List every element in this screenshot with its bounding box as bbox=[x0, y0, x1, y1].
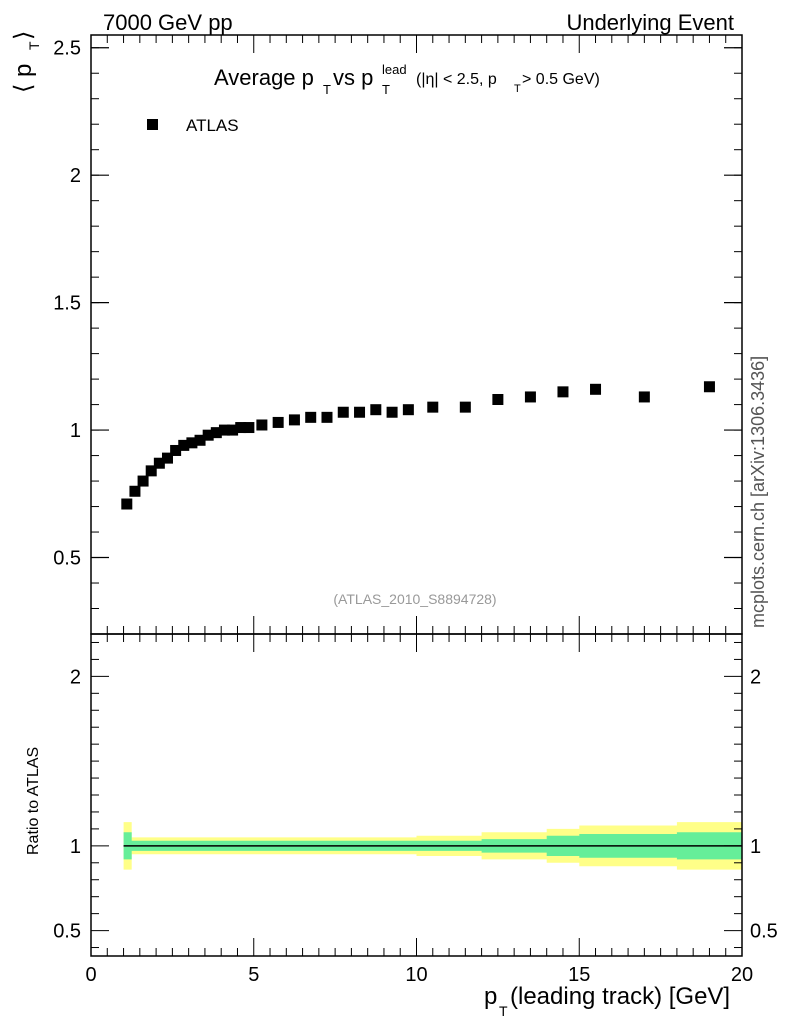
data-point bbox=[256, 419, 268, 431]
main-y-tick-label: 2.5 bbox=[53, 38, 81, 60]
data-point bbox=[137, 475, 149, 487]
ratio-y-tick-label-left: 2 bbox=[70, 666, 81, 688]
data-point bbox=[161, 452, 173, 464]
data-point bbox=[402, 404, 414, 416]
data-point bbox=[243, 422, 255, 434]
ratio-y-tick-label-left: 1 bbox=[70, 836, 81, 858]
data-point bbox=[235, 422, 247, 434]
x-tick-label: 15 bbox=[568, 964, 590, 986]
main-y-tick-label: 0.5 bbox=[53, 548, 81, 570]
data-point bbox=[337, 406, 349, 418]
data-point bbox=[202, 429, 214, 441]
data-point bbox=[194, 434, 206, 446]
data-point bbox=[186, 437, 198, 449]
data-point bbox=[427, 401, 439, 413]
x-tick-label: 10 bbox=[405, 964, 427, 986]
data-point bbox=[321, 411, 333, 423]
legend-label: ATLAS bbox=[186, 116, 239, 135]
title-main: Average p bbox=[214, 65, 314, 90]
title-sub1: T bbox=[323, 82, 331, 97]
data-point bbox=[218, 424, 230, 436]
ratio-y-tick-label-right: 1 bbox=[750, 836, 761, 858]
chart-title: Average p T vs p lead T (|η| < 2.5, p T … bbox=[214, 62, 600, 97]
x-tick-label: 20 bbox=[731, 964, 753, 986]
data-point bbox=[210, 427, 222, 439]
ratio-panel: 0.5 0.51 12 20 5 10 15 20 Ratio to ATLAS p T (l… bbox=[25, 633, 778, 1019]
ratio-axis-ticks: 0.5 0.51 12 20 5 10 15 20 bbox=[53, 634, 778, 986]
data-point bbox=[145, 465, 157, 477]
data-point bbox=[121, 498, 133, 510]
data-point bbox=[288, 414, 300, 426]
x-tick-label: 0 bbox=[85, 964, 96, 986]
y-axis-title-open: ⟨ p bbox=[10, 64, 37, 93]
ratio-panel-frame bbox=[90, 633, 743, 957]
x-axis-title: p T (leading track) [GeV] bbox=[484, 983, 730, 1019]
data-point bbox=[370, 404, 382, 416]
data-point bbox=[524, 391, 536, 403]
main-y-tick-label: 1.5 bbox=[53, 293, 81, 315]
main-axis-ticks: 0.5 1 1.5 2 2.5 bbox=[53, 35, 743, 634]
title-cut: (|η| < 2.5, p bbox=[416, 71, 497, 88]
ratio-y-axis-title: Ratio to ATLAS bbox=[25, 747, 42, 855]
data-point bbox=[272, 416, 284, 428]
y-axis-title-sub: T bbox=[26, 41, 42, 50]
data-point bbox=[170, 444, 182, 456]
x-axis-title-rest: (leading track) [GeV] bbox=[510, 983, 730, 1010]
legend-marker bbox=[147, 119, 158, 130]
data-point bbox=[638, 391, 650, 403]
main-y-tick-label: 2 bbox=[70, 165, 81, 187]
data-points bbox=[121, 381, 715, 510]
y-axis-title-close: ⟩ bbox=[10, 31, 37, 40]
data-point bbox=[492, 393, 504, 405]
legend: ATLAS bbox=[147, 116, 239, 135]
title-sub2: T bbox=[382, 82, 390, 97]
data-point bbox=[129, 485, 141, 497]
analysis-annotation: (ATLAS_2010_S8894728) bbox=[333, 591, 496, 607]
data-point bbox=[386, 406, 398, 418]
x-axis-title-sub: T bbox=[499, 1003, 508, 1019]
data-point bbox=[590, 383, 602, 395]
main-panel: 0.5 1 1.5 2 2.5 ⟨ p T ⟩ Average p T vs p lea… bbox=[10, 31, 743, 635]
data-point bbox=[459, 401, 471, 413]
data-point bbox=[557, 386, 569, 398]
main-y-tick-label: 1 bbox=[70, 420, 81, 442]
process-label: Underlying Event bbox=[566, 10, 734, 35]
energy-label: 7000 GeV pp bbox=[103, 10, 233, 35]
data-point bbox=[354, 406, 366, 418]
source-label: mcplots.cern.ch [arXiv:1306.3436] bbox=[748, 356, 768, 628]
ratio-y-tick-label-left: 0.5 bbox=[53, 921, 81, 943]
data-point bbox=[153, 457, 165, 469]
data-point bbox=[178, 439, 190, 451]
title-cut-sub: T bbox=[514, 83, 521, 95]
data-point bbox=[227, 424, 239, 436]
ratio-y-tick-label-right: 2 bbox=[750, 666, 761, 688]
ratio-y-tick-label-right: 0.5 bbox=[750, 921, 778, 943]
title-cut-end: > 0.5 GeV) bbox=[522, 71, 600, 88]
data-point bbox=[703, 381, 715, 393]
x-tick-label: 5 bbox=[248, 964, 259, 986]
x-axis-title-main: p bbox=[484, 983, 497, 1010]
title-sup: lead bbox=[382, 62, 407, 77]
data-point bbox=[305, 411, 317, 423]
title-vs: vs p bbox=[333, 65, 373, 90]
y-axis-title: ⟨ p T ⟩ bbox=[10, 31, 42, 93]
